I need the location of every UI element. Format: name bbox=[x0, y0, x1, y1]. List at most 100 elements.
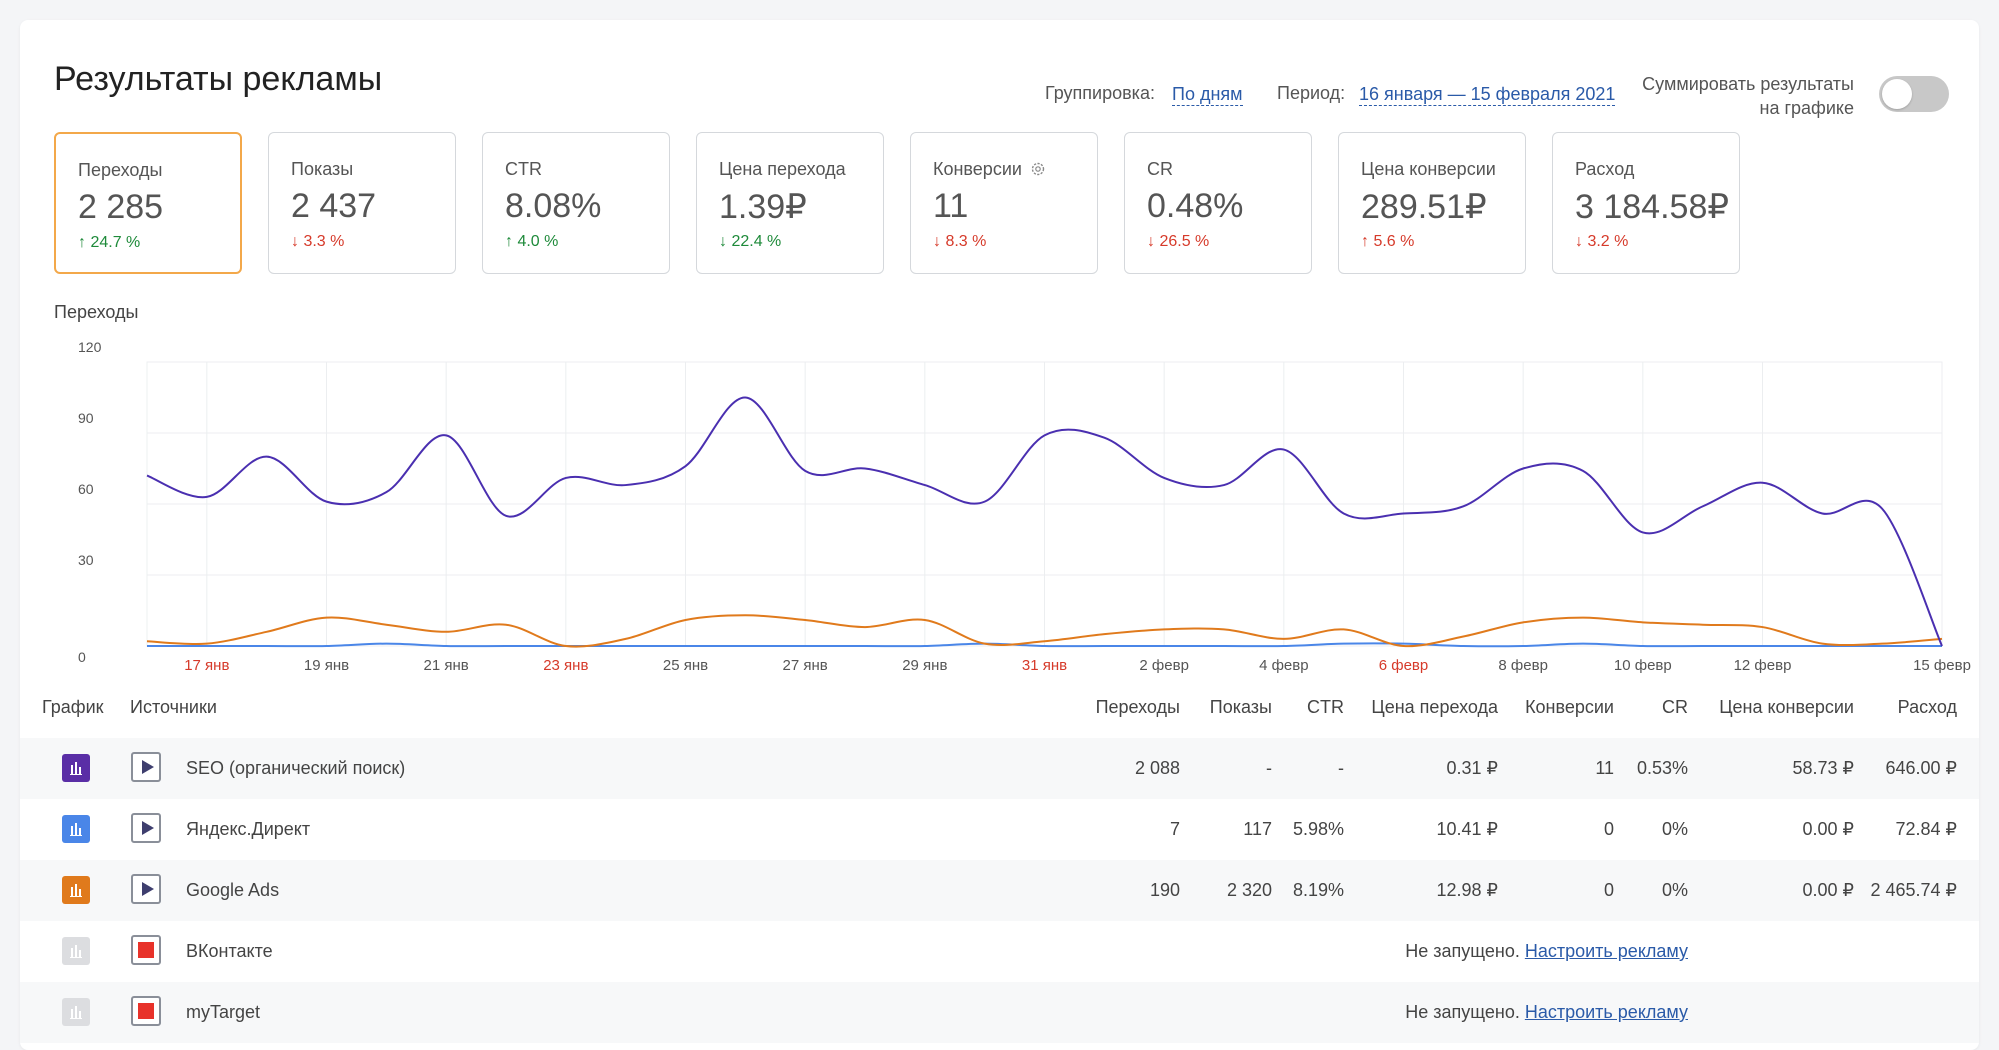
chart-toggle-icon[interactable] bbox=[62, 998, 90, 1026]
change-value: 5.6 % bbox=[1373, 233, 1415, 250]
metric-value: 2 285 bbox=[78, 188, 164, 226]
x-tick-label: 12 февр bbox=[1734, 657, 1792, 674]
metric-card-conversions[interactable]: Конверсии 11 ↓ 8.3 % bbox=[910, 132, 1098, 274]
metric-card-shows[interactable]: Показы 2 437 ↓ 3.3 % bbox=[268, 132, 456, 274]
th-cr[interactable]: CR bbox=[1662, 697, 1688, 717]
x-tick-label: 29 янв bbox=[902, 657, 947, 674]
sum-results-toggle[interactable] bbox=[1879, 76, 1949, 112]
series-line-yandex bbox=[147, 642, 1942, 648]
metric-card-cpa[interactable]: Цена конверсии 289.51₽ ↑ 5.6 % bbox=[1338, 132, 1526, 274]
not-started-message: Не запущено. Настроить рекламу bbox=[1405, 941, 1688, 962]
metric-change: ↓ 26.5 % bbox=[1147, 233, 1209, 251]
metric-value: 8.08% bbox=[505, 187, 602, 225]
metric-label: Конверсии bbox=[933, 159, 1046, 180]
metric-change: ↓ 8.3 % bbox=[933, 233, 986, 251]
metric-label: CTR bbox=[505, 159, 542, 179]
cell-conv: 0 bbox=[1603, 819, 1614, 839]
metric-card-ctr[interactable]: CTR 8.08% ↑ 4.0 % bbox=[482, 132, 670, 274]
x-tick-label: 2 февр bbox=[1139, 657, 1189, 674]
cell-conv: 11 bbox=[1595, 758, 1614, 778]
source-name: myTarget bbox=[186, 1002, 261, 1022]
sum-results-label: Суммировать результаты на графике bbox=[1642, 72, 1854, 120]
metric-card-clicks[interactable]: Переходы 2 285 ↑ 24.7 % bbox=[54, 132, 242, 274]
bar-chart-icon bbox=[70, 884, 82, 897]
chart-toggle-icon[interactable] bbox=[62, 754, 90, 782]
change-arrow-icon: ↓ bbox=[933, 233, 941, 250]
stop-icon[interactable] bbox=[131, 935, 161, 965]
cell-cpa: 0.00 ₽ bbox=[1802, 880, 1855, 900]
chart-toggle-icon[interactable] bbox=[62, 876, 90, 904]
play-icon[interactable] bbox=[131, 813, 161, 843]
metric-value: 0.48% bbox=[1147, 187, 1244, 225]
series-line-google-ads bbox=[146, 614, 1943, 648]
table-row: ВКонтакте Не запущено. Настроить рекламу bbox=[20, 921, 1979, 982]
metric-label: Цена конверсии bbox=[1361, 159, 1496, 179]
y-tick-label: 120 bbox=[78, 339, 102, 355]
table-row: Яндекс.Директ 7 117 5.98% 10.41 ₽ 0 0% 0.00 ₽ 72… bbox=[20, 799, 1979, 860]
metric-value: 1.39₽ bbox=[719, 188, 807, 226]
cell-spend: 72.84 ₽ bbox=[1895, 819, 1958, 839]
cell-ctr: 5.98% bbox=[1292, 819, 1344, 839]
cell-cr: 0% bbox=[1661, 819, 1688, 839]
source-name: SEO (органический поиск) bbox=[186, 758, 406, 778]
cell-clicks: 7 bbox=[1169, 819, 1180, 839]
table-row: myTarget Не запущено. Настроить рекламу bbox=[20, 982, 1979, 1043]
cell-cpc: 0.31 ₽ bbox=[1446, 758, 1499, 778]
x-tick-label: 23 янв bbox=[543, 657, 588, 674]
cell-cpa: 0.00 ₽ bbox=[1802, 819, 1855, 839]
gear-icon[interactable] bbox=[1030, 161, 1046, 177]
bar-chart-icon bbox=[70, 1006, 82, 1019]
metric-value: 2 437 bbox=[291, 187, 377, 225]
cell-shows: 117 bbox=[1243, 819, 1272, 839]
play-icon[interactable] bbox=[131, 752, 161, 782]
metric-card-spend[interactable]: Расход 3 184.58₽ ↓ 3.2 % bbox=[1552, 132, 1740, 274]
cell-conv: 0 bbox=[1603, 880, 1614, 900]
results-panel: Результаты рекламы Группировка: По дням … bbox=[20, 20, 1979, 1050]
metric-label: Показы bbox=[291, 159, 354, 179]
th-clicks[interactable]: Переходы bbox=[1095, 697, 1180, 717]
source-name: Google Ads bbox=[186, 880, 280, 900]
change-value: 22.4 % bbox=[731, 233, 782, 250]
stop-icon[interactable] bbox=[131, 996, 161, 1026]
change-arrow-icon: ↓ bbox=[291, 233, 299, 250]
x-tick-label: 27 янв bbox=[783, 657, 828, 674]
toggle-knob bbox=[1882, 79, 1912, 109]
th-cpc[interactable]: Цена перехода bbox=[1371, 697, 1498, 717]
period-picker[interactable]: 16 января — 15 февраля 2021 bbox=[1359, 84, 1616, 106]
x-tick-label: 31 янв bbox=[1022, 657, 1067, 674]
cell-cpa: 58.73 ₽ bbox=[1792, 758, 1855, 778]
cell-clicks: 190 bbox=[1149, 880, 1180, 900]
change-arrow-icon: ↓ bbox=[719, 233, 727, 250]
x-tick-label: 6 февр bbox=[1379, 657, 1429, 674]
th-spend[interactable]: Расход bbox=[1897, 697, 1957, 717]
grouping-select[interactable]: По дням bbox=[1172, 84, 1243, 106]
grouping-label: Группировка: bbox=[1045, 83, 1155, 103]
chart-title: Переходы bbox=[54, 302, 139, 322]
x-tick-label: 4 февр bbox=[1259, 657, 1309, 674]
change-value: 3.3 % bbox=[303, 233, 345, 250]
metric-card-cr[interactable]: CR 0.48% ↓ 26.5 % bbox=[1124, 132, 1312, 274]
series-line-seo bbox=[146, 396, 1943, 647]
chart-toggle-icon[interactable] bbox=[62, 815, 90, 843]
th-shows[interactable]: Показы bbox=[1209, 697, 1272, 717]
cell-shows: 2 320 bbox=[1226, 880, 1272, 900]
chart-toggle-icon[interactable] bbox=[62, 937, 90, 965]
setup-ads-link[interactable]: Настроить рекламу bbox=[1524, 941, 1688, 961]
metric-card-cpc[interactable]: Цена перехода 1.39₽ ↓ 22.4 % bbox=[696, 132, 884, 274]
cell-shows: - bbox=[1266, 758, 1272, 778]
th-sources: Источники bbox=[130, 697, 217, 717]
bar-chart-icon bbox=[70, 945, 82, 958]
th-conversions[interactable]: Конверсии bbox=[1525, 697, 1614, 717]
bar-chart-icon bbox=[70, 823, 82, 836]
play-icon[interactable] bbox=[131, 874, 161, 904]
th-cpa[interactable]: Цена конверсии bbox=[1719, 697, 1854, 717]
source-name: ВКонтакте bbox=[186, 941, 273, 961]
th-ctr[interactable]: CTR bbox=[1307, 697, 1344, 717]
metric-label: Расход bbox=[1575, 159, 1635, 179]
metric-change: ↑ 24.7 % bbox=[78, 234, 140, 252]
x-tick-label: 8 февр bbox=[1498, 657, 1548, 674]
not-started-text: Не запущено. bbox=[1405, 941, 1520, 961]
change-arrow-icon: ↑ bbox=[505, 233, 513, 250]
bar-chart-icon bbox=[70, 762, 82, 775]
setup-ads-link[interactable]: Настроить рекламу bbox=[1524, 1002, 1688, 1022]
